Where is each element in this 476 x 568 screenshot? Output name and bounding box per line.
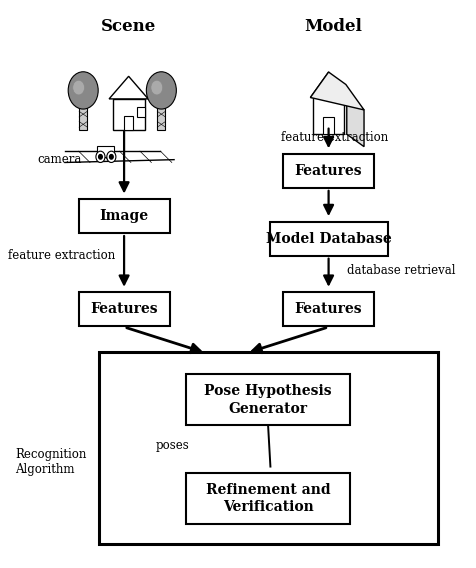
Text: Features: Features bbox=[294, 164, 362, 178]
Bar bbox=[79, 199, 169, 233]
Text: database retrieval: database retrieval bbox=[346, 265, 454, 278]
Circle shape bbox=[72, 80, 84, 95]
Bar bbox=[269, 222, 387, 256]
Circle shape bbox=[96, 151, 105, 162]
Text: Refinement and
Verification: Refinement and Verification bbox=[206, 483, 330, 515]
Bar bbox=[283, 154, 373, 188]
Text: poses: poses bbox=[156, 438, 189, 452]
Text: Pose Hypothesis
Generator: Pose Hypothesis Generator bbox=[204, 384, 331, 416]
Circle shape bbox=[146, 72, 176, 109]
Text: feature extraction: feature extraction bbox=[8, 249, 115, 262]
Text: Image: Image bbox=[99, 209, 149, 223]
Bar bbox=[157, 87, 165, 130]
Circle shape bbox=[107, 151, 116, 162]
Text: Model: Model bbox=[304, 18, 361, 35]
Bar bbox=[137, 107, 145, 117]
Bar bbox=[322, 117, 333, 134]
Bar bbox=[283, 293, 373, 327]
Text: Features: Features bbox=[90, 302, 158, 316]
Circle shape bbox=[150, 80, 162, 95]
Bar bbox=[99, 352, 437, 544]
Text: Features: Features bbox=[294, 302, 362, 316]
Bar bbox=[79, 293, 169, 327]
Bar bbox=[186, 473, 349, 524]
Polygon shape bbox=[346, 98, 363, 147]
Bar bbox=[112, 99, 144, 130]
Text: feature extraction: feature extraction bbox=[280, 131, 387, 144]
Text: camera: camera bbox=[38, 153, 82, 166]
Polygon shape bbox=[109, 76, 148, 99]
Text: Scene: Scene bbox=[101, 18, 156, 35]
Circle shape bbox=[99, 154, 102, 159]
Circle shape bbox=[68, 72, 98, 109]
Bar bbox=[79, 87, 87, 130]
Polygon shape bbox=[310, 72, 363, 110]
Bar bbox=[124, 116, 133, 130]
Bar bbox=[312, 98, 344, 134]
Bar bbox=[97, 145, 114, 157]
Bar bbox=[186, 374, 349, 425]
Circle shape bbox=[109, 154, 113, 159]
Text: Model Database: Model Database bbox=[265, 232, 391, 246]
Text: Recognition
Algorithm: Recognition Algorithm bbox=[15, 448, 86, 476]
Polygon shape bbox=[310, 72, 346, 98]
